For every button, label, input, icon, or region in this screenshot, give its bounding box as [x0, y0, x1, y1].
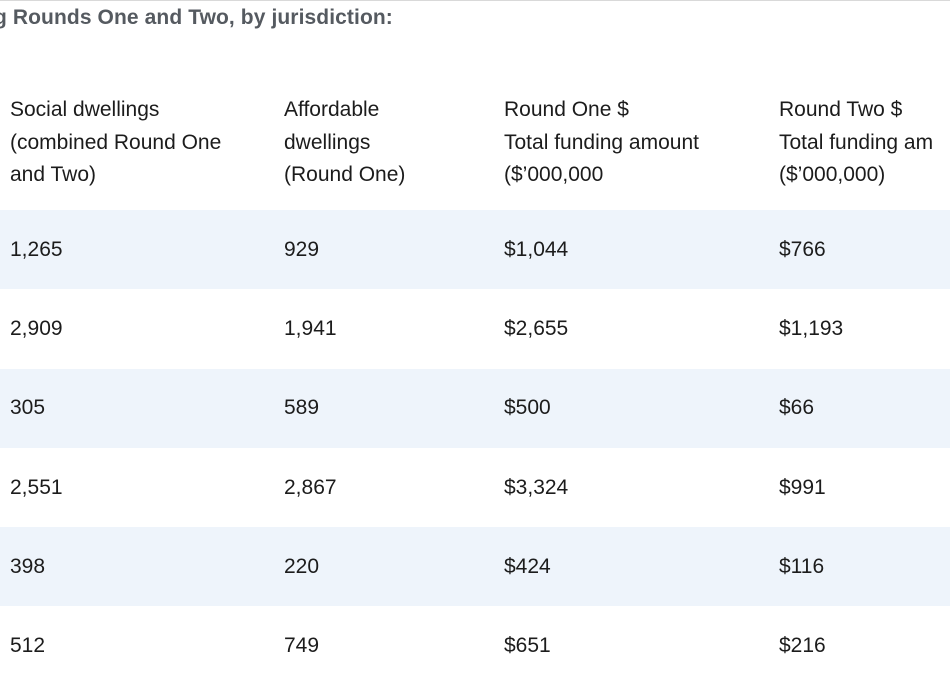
table-row: 2,909 1,941 $2,655 $1,193	[0, 289, 950, 368]
cell-social-dwellings: 2,909	[10, 316, 63, 340]
header-line: Round One $	[504, 98, 629, 121]
cell-round-one-funding: $3,324	[504, 475, 569, 499]
header-line: Social dwellings	[10, 98, 160, 121]
cell-round-two-funding: $116	[779, 554, 825, 578]
funding-table: Social dwellings (combined Round One and…	[0, 90, 950, 675]
table-row: 512 749 $651 $216	[0, 606, 950, 675]
header-line: (combined Round One	[10, 130, 222, 154]
table-caption: g Rounds One and Two, by jurisdiction:	[0, 6, 393, 29]
header-line: Round Two $	[779, 98, 903, 121]
header-affordable-dwellings: Affordable dwellings (Round One)	[284, 94, 405, 192]
cell-round-two-funding: $991	[779, 475, 826, 499]
header-round-one-funding: Round One $ Total funding amount ($’000,…	[504, 94, 699, 192]
cell-round-two-funding: $1,193	[779, 316, 844, 340]
header-line: Total funding amount	[504, 130, 699, 154]
cell-affordable-dwellings: 1,941	[284, 316, 337, 340]
cell-round-one-funding: $651	[504, 633, 551, 657]
cell-affordable-dwellings: 2,867	[284, 475, 337, 499]
header-line: dwellings	[284, 130, 371, 154]
cell-social-dwellings: 1,265	[10, 237, 63, 261]
header-line: (Round One)	[284, 163, 406, 186]
cell-round-one-funding: $424	[504, 554, 551, 578]
cell-round-one-funding: $2,655	[504, 316, 569, 340]
cell-social-dwellings: 512	[10, 633, 46, 657]
header-line: ($’000,000	[504, 163, 604, 186]
cell-round-two-funding: $766	[779, 237, 826, 261]
table-row: 305 589 $500 $66	[0, 368, 950, 448]
cell-social-dwellings: 2,551	[10, 475, 63, 499]
cell-social-dwellings: 305	[10, 395, 46, 419]
cell-affordable-dwellings: 749	[284, 633, 320, 657]
cell-social-dwellings: 398	[10, 554, 46, 578]
cell-affordable-dwellings: 929	[284, 237, 320, 261]
table-row: 2,551 2,867 $3,324 $991	[0, 448, 950, 527]
cell-affordable-dwellings: 589	[284, 395, 320, 419]
top-divider	[0, 0, 950, 1]
cell-affordable-dwellings: 220	[284, 554, 320, 578]
cell-round-one-funding: $1,044	[504, 237, 569, 261]
table-row: 398 220 $424 $116	[0, 527, 950, 607]
header-line: ($’000,000)	[779, 163, 886, 186]
table-row: 1,265 929 $1,044 $766	[0, 210, 950, 290]
table-header-row: Social dwellings (combined Round One and…	[0, 90, 950, 210]
header-line: and Two)	[10, 163, 96, 186]
header-round-two-funding: Round Two $ Total funding am ($’000,000)	[779, 94, 933, 192]
cell-round-one-funding: $500	[504, 395, 551, 419]
header-social-dwellings: Social dwellings (combined Round One and…	[10, 94, 221, 192]
header-line: Total funding am	[779, 130, 934, 154]
cell-round-two-funding: $216	[779, 633, 826, 657]
cell-round-two-funding: $66	[779, 395, 815, 419]
header-line: Affordable	[284, 98, 380, 121]
